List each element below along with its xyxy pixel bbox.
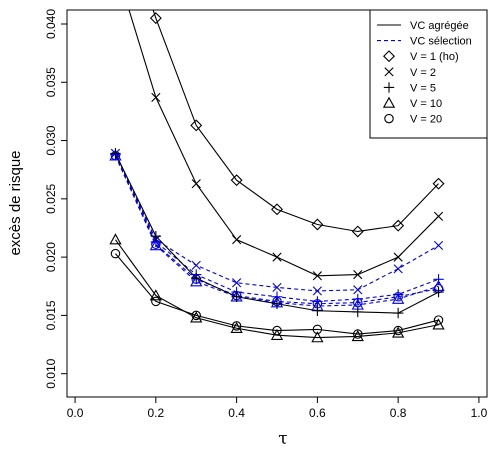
legend-label: V = 2 xyxy=(410,67,436,79)
point-diamond-agregee xyxy=(230,174,243,187)
point-plus-agregee xyxy=(231,291,242,302)
marker-layer xyxy=(109,12,445,343)
point-cross-agregee xyxy=(312,271,322,281)
point-circle-agregee xyxy=(110,248,121,259)
x-tick-label: 0.0 xyxy=(67,406,84,420)
x-axis: 0.0 0.2 0.4 0.6 0.8 1.0 xyxy=(67,397,488,420)
x-axis-title: τ xyxy=(278,429,287,449)
point-circle-agregee xyxy=(312,324,323,335)
series-line-triangle-selection xyxy=(114,155,439,307)
point-cross-selection xyxy=(232,278,242,288)
series-line-circle-selection xyxy=(114,155,439,305)
point-plus-agregee xyxy=(110,148,121,159)
point-plus-agregee xyxy=(392,307,404,319)
point-triangle-selection xyxy=(190,275,203,287)
point-cross-agregee xyxy=(191,179,201,189)
x-tick-label: 0.8 xyxy=(390,406,407,420)
point-plus-agregee xyxy=(433,286,444,298)
x-tick-label: 1.0 xyxy=(471,406,488,420)
point-triangle-agregee xyxy=(190,311,203,323)
point-cross-agregee xyxy=(393,252,403,262)
point-triangle-selection xyxy=(149,239,162,251)
point-diamond-agregee xyxy=(149,12,162,25)
point-cross-agregee xyxy=(232,235,242,245)
y-tick-label: 0.010 xyxy=(44,358,58,388)
point-triangle-agregee xyxy=(351,330,364,342)
point-plus-agregee xyxy=(352,306,363,318)
point-diamond-agregee xyxy=(392,219,405,232)
point-diamond-agregee xyxy=(271,203,283,216)
legend-label: V = 5 xyxy=(410,82,436,94)
point-circle-agregee xyxy=(433,315,444,325)
y-tick-label: 0.040 xyxy=(44,9,58,39)
legend-label: VC sélection xyxy=(410,36,472,48)
point-triangle-agregee xyxy=(270,328,284,340)
point-triangle-agregee xyxy=(149,289,162,301)
point-cross-agregee xyxy=(151,92,161,103)
point-circle-agregee xyxy=(151,296,161,307)
series-line-cross-selection xyxy=(114,153,439,292)
series-line-triangle-agregee xyxy=(115,239,439,339)
point-circle-agregee xyxy=(191,310,201,321)
point-plus-selection xyxy=(433,274,444,285)
x-tick-label: 0.6 xyxy=(309,406,326,420)
point-plus-agregee xyxy=(312,305,323,316)
x-tick-label: 0.4 xyxy=(228,406,245,420)
point-cross-agregee xyxy=(272,252,282,262)
legend-label: VC agrégée xyxy=(410,20,469,32)
series-line-diamond-agregee xyxy=(152,10,439,233)
x-tick-label: 0.2 xyxy=(148,406,165,420)
legend-label: V = 10 xyxy=(410,98,442,110)
point-plus-agregee xyxy=(271,298,283,309)
point-cross-selection xyxy=(272,282,282,293)
point-diamond-agregee xyxy=(190,119,203,132)
point-triangle-agregee xyxy=(311,331,324,343)
y-axis: 0.010 0.015 0.020 0.025 0.030 0.035 0.040 xyxy=(44,9,67,389)
y-tick-label: 0.030 xyxy=(44,125,58,155)
legend-cross-icon xyxy=(384,67,394,77)
point-cross-selection xyxy=(393,264,403,274)
point-plus-agregee xyxy=(150,230,162,242)
point-triangle-agregee xyxy=(392,326,405,338)
legend-triangle-icon xyxy=(382,96,396,108)
point-triangle-agregee xyxy=(432,318,445,330)
y-tick-label: 0.025 xyxy=(44,183,58,213)
series-line-plus-selection xyxy=(114,154,439,302)
point-cross-selection xyxy=(191,260,201,270)
point-cross-selection xyxy=(353,285,363,295)
point-circle-agregee xyxy=(393,325,403,336)
point-cross-agregee xyxy=(353,270,363,280)
legend-diamond-icon xyxy=(383,50,395,63)
point-cross-agregee xyxy=(433,211,444,221)
point-triangle-selection xyxy=(392,292,405,304)
plot-frame xyxy=(66,9,488,398)
point-triangle-agregee xyxy=(230,321,243,333)
y-tick-label: 0.020 xyxy=(44,242,58,272)
legend-label: V = 1 (ho) xyxy=(410,51,459,63)
y-axis-title: excès de risque xyxy=(7,150,24,255)
legend: VC agrégée VC sélection V = 1 (ho) V = 2 V =… xyxy=(369,9,488,139)
point-circle-selection xyxy=(393,292,403,302)
point-circle-agregee xyxy=(231,321,242,331)
point-triangle-agregee xyxy=(109,233,122,245)
point-plus-agregee xyxy=(191,272,202,284)
point-circle-agregee xyxy=(353,329,363,339)
y-tick-label: 0.015 xyxy=(44,300,58,330)
y-tick-label: 0.035 xyxy=(44,67,58,97)
legend-plus-icon xyxy=(383,82,395,93)
point-diamond-agregee xyxy=(351,225,364,238)
point-diamond-agregee xyxy=(311,218,324,231)
point-cross-selection xyxy=(433,240,444,251)
point-cross-selection xyxy=(312,286,322,296)
point-diamond-agregee xyxy=(432,177,445,190)
series-line-plus-agregee xyxy=(114,153,439,314)
point-circle-agregee xyxy=(272,325,282,336)
legend-label: V = 20 xyxy=(410,114,442,126)
legend-box xyxy=(369,9,488,139)
legend-circle-icon xyxy=(384,113,394,124)
